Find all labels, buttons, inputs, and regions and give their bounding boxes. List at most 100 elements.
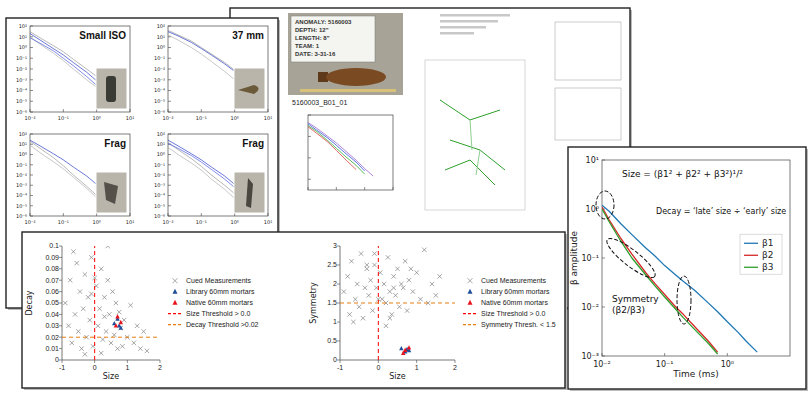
x-tick-label: 10⁻¹ <box>196 219 207 225</box>
legend-label: Native 60mm mortars <box>481 299 548 306</box>
photo <box>288 13 403 95</box>
scatter-point <box>88 318 92 322</box>
x-tick-label: 10⁻² <box>24 219 35 225</box>
series-line <box>308 126 365 174</box>
scatter-point <box>120 344 124 348</box>
chart-title: Small ISO <box>79 30 126 41</box>
canvas: ANOMALY: 5160003DEPTH: 12"LENGTH: 8"TEAM… <box>0 0 811 394</box>
scatter-point <box>397 305 401 309</box>
x-tick <box>63 109 64 112</box>
y-tick-label: 10⁰ <box>19 151 27 157</box>
y-tick-label: 10⁻⁶ <box>154 109 165 115</box>
x-tick <box>727 353 728 356</box>
object-photo <box>246 178 253 208</box>
scatter-point <box>422 248 426 252</box>
y-tick <box>602 258 605 259</box>
scatter-point <box>363 286 367 290</box>
chart: 10⁻²10⁻¹10⁰10¹10⁻⁶10⁻⁵10⁻⁴10⁻³10⁻²10⁻¹10… <box>154 131 272 225</box>
annotation: Decay = ‘late’ size ÷ ‘early’ size <box>656 207 786 216</box>
x-tick <box>30 213 31 216</box>
scatter-point <box>114 301 118 305</box>
y-tick-label: 10⁻⁵ <box>16 98 27 104</box>
scatter-point <box>365 263 369 267</box>
scatter-point <box>382 282 386 286</box>
panel <box>568 147 806 389</box>
scatter-point <box>89 292 93 296</box>
y-tick <box>59 268 62 269</box>
scatter-point <box>99 267 103 271</box>
y-tick-label: 10⁰ <box>157 44 165 50</box>
y-tick <box>30 154 33 155</box>
object-photo <box>106 76 116 102</box>
legend-swatch <box>463 313 477 314</box>
scatter-point <box>407 278 411 282</box>
x-tick <box>340 360 341 363</box>
y-tick <box>30 47 33 48</box>
legend-swatch <box>744 243 758 244</box>
x-tick <box>130 213 131 216</box>
y-tick-label: 10⁻¹ <box>581 254 599 263</box>
scatter-point <box>342 289 346 293</box>
x-tick-label: 10¹ <box>126 219 134 225</box>
mini-frame <box>555 88 621 140</box>
legend-label: Decay Threshold >0.02 <box>186 321 259 329</box>
y-tick <box>308 179 311 180</box>
scatter-point <box>63 301 67 305</box>
y-tick-label: 0.08 <box>45 265 59 272</box>
series-line <box>168 147 235 198</box>
series-line <box>340 303 455 304</box>
legend-label: Library 60mm mortars <box>186 288 255 296</box>
y-tick-label: 10⁻³ <box>154 77 165 83</box>
legend-swatch <box>744 267 758 268</box>
ruler <box>300 89 396 92</box>
annotation: Symmetry <box>612 294 659 304</box>
legend-label: Symmetry Thresh. < 1.5 <box>481 321 556 329</box>
scatter-point <box>430 282 434 286</box>
scatter-point <box>357 305 361 309</box>
y-tick-label: 10⁻¹ <box>16 162 27 168</box>
y-tick <box>30 185 33 186</box>
x-tick-label: 10⁻¹ <box>58 219 69 225</box>
series-line <box>602 207 718 352</box>
shell-body <box>326 68 386 86</box>
y-tick <box>59 348 62 349</box>
scatter-point <box>403 259 407 263</box>
x-tick <box>602 353 603 356</box>
y-tick <box>59 257 62 258</box>
y-tick-label: 0.1 <box>49 242 59 249</box>
series-line <box>62 337 160 338</box>
scatter-point <box>347 312 351 316</box>
board-text: TEAM: 1 <box>295 43 320 49</box>
y-tick-label: 10⁻⁴ <box>154 192 165 198</box>
plot-frame <box>602 160 790 356</box>
x-tick-label: 0 <box>376 364 380 371</box>
y-tick <box>168 175 171 176</box>
y-tick-label: 10² <box>19 23 27 29</box>
x-tick-label: 0 <box>93 364 97 371</box>
x-tick <box>130 109 131 112</box>
y-tick <box>337 322 340 323</box>
y-tick <box>168 205 171 206</box>
y-tick <box>30 69 33 70</box>
y-tick-label: 10¹ <box>586 156 599 165</box>
y-tick <box>30 134 33 135</box>
photo-inset <box>96 68 127 109</box>
y-axis-label: Decay <box>25 290 34 315</box>
scatter-point <box>388 289 392 293</box>
scatter-point <box>104 329 108 333</box>
scatter-point <box>418 297 422 301</box>
x-tick <box>63 213 64 216</box>
y-tick-label: 0.04 <box>45 311 59 318</box>
y-tick <box>168 79 171 80</box>
y-tick <box>30 26 33 27</box>
y-tick <box>168 58 171 59</box>
y-tick-label: 1.5 <box>327 299 337 306</box>
annotation: Size = (β1² + β2² + β3²)¹/² <box>622 169 743 179</box>
x-tick-label: 10⁻² <box>593 360 611 369</box>
y-tick-label: 0.09 <box>45 254 59 261</box>
chart: 10⁻²10⁻¹10⁰10¹10⁻⁶10⁻⁵10⁻⁴10⁻³10⁻²10⁻¹10… <box>16 131 134 225</box>
legend-label: Size Threshold > 0.0 <box>186 310 250 317</box>
legend-label: β3 <box>762 262 773 272</box>
y-tick <box>59 280 62 281</box>
x-tick <box>336 187 337 190</box>
